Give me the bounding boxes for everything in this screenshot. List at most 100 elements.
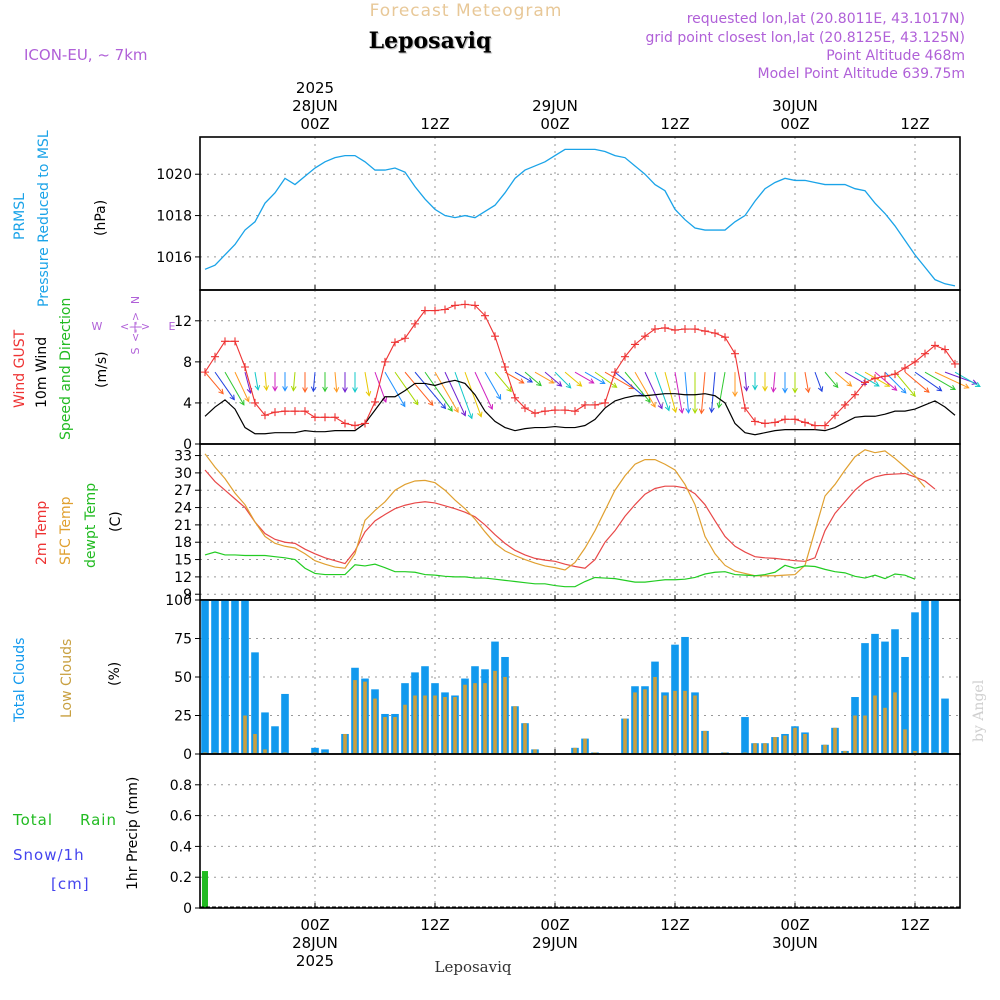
- wind-arrow: [772, 372, 776, 392]
- wind-arrow-head: [536, 380, 542, 387]
- requested-coords: requested lon,lat (20.8011E, 43.1017N): [687, 11, 965, 27]
- wind-10m-label: 10m Wind: [34, 337, 50, 408]
- wind-arrow: [244, 372, 252, 394]
- gust-marker: [211, 352, 219, 361]
- wind-arrow-head: [950, 385, 957, 391]
- wind-arrow-head: [743, 385, 750, 392]
- low-cloud-bar: [913, 750, 917, 754]
- y-tick-label: 27: [174, 483, 192, 499]
- gust-marker: [201, 368, 209, 377]
- panel-frame: [199, 289, 961, 445]
- temp-sfc-label: SFC Temp: [58, 496, 74, 565]
- y-tick-label: 1016: [156, 250, 192, 266]
- low-cloud-bar: [893, 692, 897, 754]
- temp-unit: (C): [108, 511, 124, 532]
- wind-arrow: [464, 371, 482, 417]
- total-cloud-bar: [321, 749, 329, 754]
- precip-total-label: Total: [12, 811, 53, 829]
- compass-n: N: [129, 296, 142, 304]
- low-cloud-bar: [873, 695, 877, 754]
- low-cloud-bar: [903, 729, 907, 754]
- gust-markers: [201, 300, 959, 430]
- wind-arrow: [404, 371, 434, 406]
- gust-marker: [731, 349, 739, 358]
- low-cloud-bar: [243, 715, 247, 754]
- wind-arrow: [564, 371, 582, 387]
- gust-marker: [701, 327, 709, 336]
- wind-arrow: [700, 372, 706, 414]
- total-cloud-bar: [211, 600, 219, 754]
- gust-marker: [511, 393, 519, 402]
- wind-arrow: [624, 371, 651, 403]
- total-cloud-bar: [271, 726, 279, 754]
- wind-arrow: [544, 371, 562, 387]
- gust-marker: [371, 397, 379, 406]
- gust-marker: [411, 319, 419, 328]
- wind-arrow: [484, 371, 502, 400]
- compass-rose: N S W E <-|-> <-|->: [92, 296, 176, 355]
- pressure-label-prmsl: PRMSL: [12, 193, 28, 240]
- wind-arrow-head: [229, 394, 235, 401]
- gust-marker: [951, 359, 959, 368]
- gust-marker: [431, 306, 439, 315]
- cloud-unit: (%): [107, 662, 123, 686]
- wind-arrow-head: [254, 384, 261, 391]
- low-cloud-bar: [883, 707, 887, 754]
- wind-arrow: [224, 371, 245, 406]
- gust-marker: [741, 404, 749, 413]
- gust-marker: [651, 325, 659, 334]
- low-cloud-bar: [853, 715, 857, 754]
- low-cloud-bar: [253, 733, 257, 754]
- wind-arrow: [894, 371, 916, 397]
- total-cloud-bar: [221, 600, 229, 754]
- gust-marker: [631, 340, 639, 349]
- temp-dewpt-label: dewpt Temp: [83, 483, 99, 568]
- total-cloud-bar: [241, 600, 249, 754]
- gust-marker: [221, 337, 229, 346]
- wind-arrow: [394, 371, 419, 405]
- wind-arrow: [674, 372, 683, 413]
- wind-arrow: [824, 371, 839, 388]
- wind-arrow: [814, 371, 823, 392]
- gust-marker: [661, 323, 669, 332]
- wind-arrow: [494, 371, 512, 392]
- total-cloud-bar: [251, 652, 259, 754]
- low-cloud-bar: [463, 684, 467, 754]
- y-tick-label: 1018: [156, 209, 192, 225]
- low-cloud-bar: [753, 743, 757, 754]
- precip-snow-unit: [cm]: [51, 875, 90, 893]
- panel-frame: [199, 136, 961, 291]
- wind-arrow-head: [923, 387, 930, 393]
- total-cloud-bar: [281, 693, 289, 754]
- wind-arrow-head: [782, 387, 788, 394]
- gust-marker: [711, 329, 719, 338]
- wind-arrow-head: [302, 387, 308, 393]
- gust-marker: [861, 378, 869, 387]
- wind-arrow-head: [588, 378, 595, 384]
- wind-arrow: [424, 371, 453, 412]
- gust-marker: [271, 408, 279, 417]
- y-tick-label: 12: [174, 570, 192, 586]
- wind-arrow-head: [664, 405, 671, 412]
- wind-arrow: [334, 372, 338, 392]
- wind-arrow-head: [770, 387, 777, 393]
- wind-gust-label: Wind GUST: [12, 329, 28, 408]
- time-axis-label: 00Z: [780, 916, 809, 934]
- gust-marker: [871, 374, 879, 383]
- wind-arrow-head: [657, 403, 663, 410]
- wind-arrow-head: [263, 385, 270, 392]
- time-axis-label: 12Z: [660, 115, 689, 133]
- wind-arrow: [444, 371, 466, 416]
- gust-marker: [611, 368, 619, 377]
- wind-arrow-head: [936, 386, 943, 392]
- low-cloud-bar: [793, 727, 797, 754]
- low-cloud-bar: [703, 730, 707, 754]
- wind-arrow-head: [453, 407, 459, 414]
- low-cloud-bar: [673, 690, 677, 754]
- gust-marker: [811, 421, 819, 430]
- gust-marker: [931, 341, 939, 350]
- gust-marker: [311, 413, 319, 422]
- low-cloud-bar: [433, 695, 437, 754]
- wind-arrow-head: [447, 405, 453, 412]
